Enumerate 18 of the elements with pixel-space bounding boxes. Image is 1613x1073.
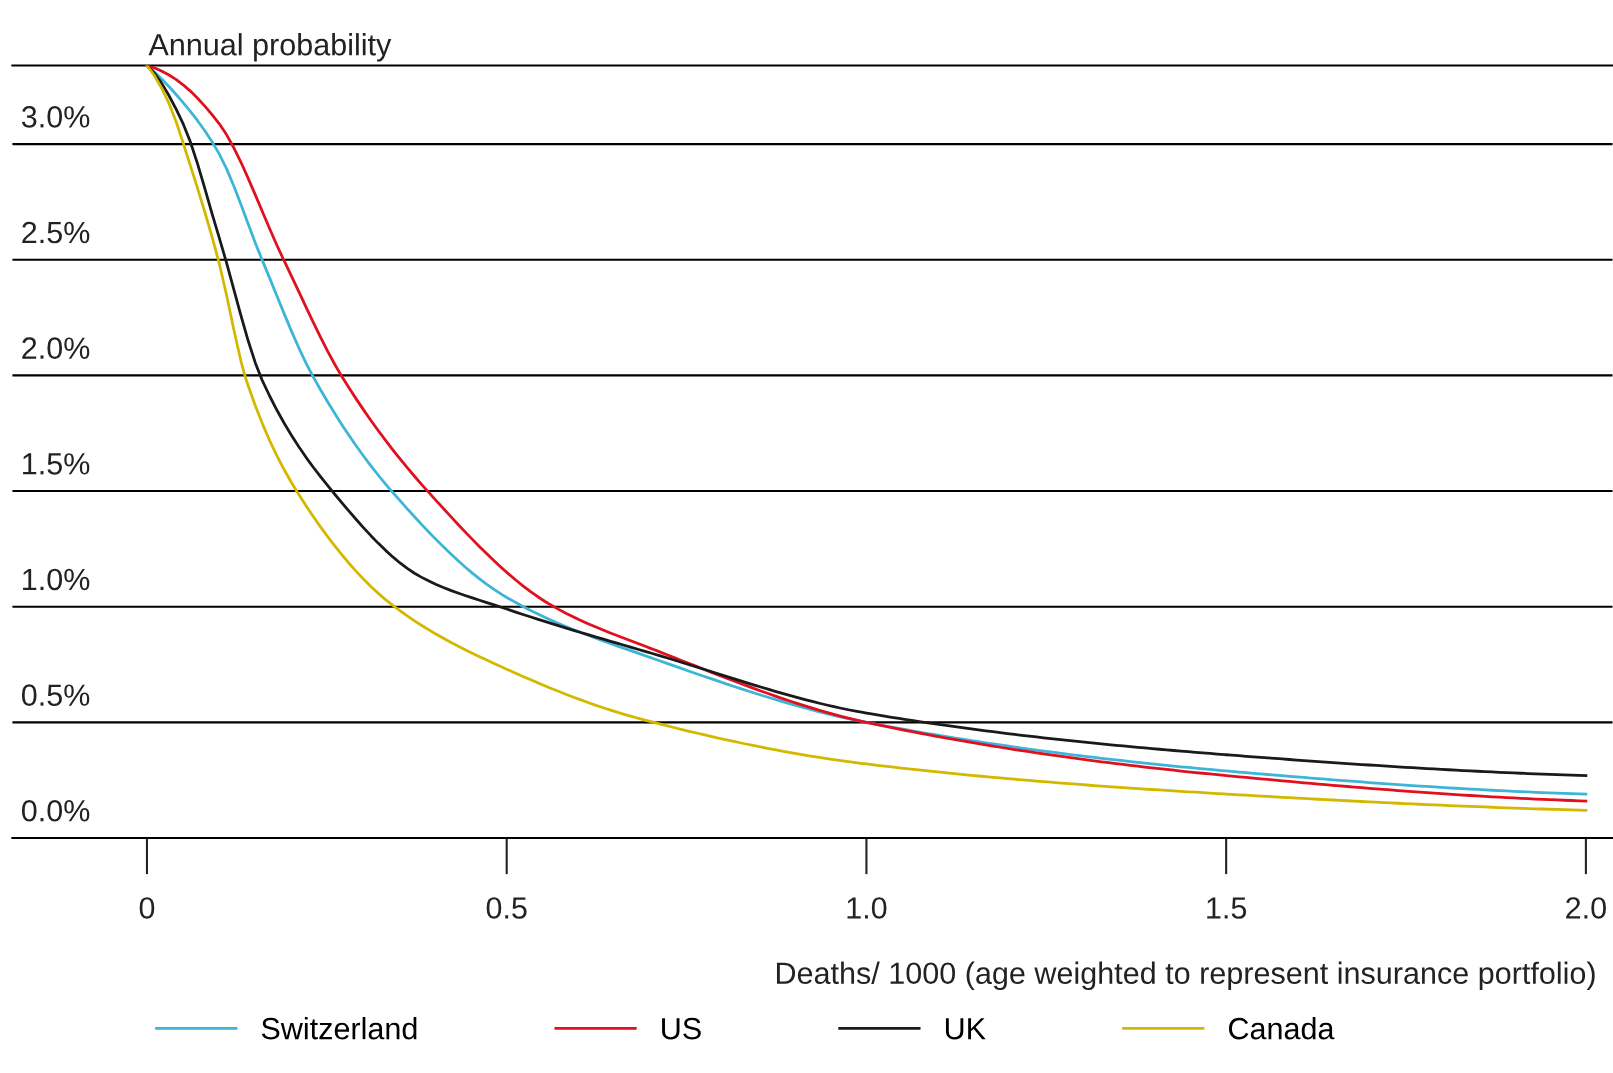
y-axis-title: Annual probability — [148, 33, 392, 62]
legend-label: UK — [945, 1018, 986, 1040]
y-tick-label: 0.5% — [21, 684, 90, 706]
y-tick-label: 2.0% — [22, 337, 90, 359]
x-tick-label: 2.0 — [1566, 897, 1606, 919]
legend-label: Canada — [1228, 1017, 1335, 1040]
x-tick-label: 0 — [139, 897, 155, 919]
y-tick-label: 2.5% — [22, 221, 90, 244]
y-tick-label: 0.0% — [21, 799, 90, 822]
x-tick-label: 1.5 — [1207, 897, 1247, 919]
x-tick-label: 1.0 — [847, 897, 887, 919]
y-tick-label: 3.0% — [21, 106, 90, 128]
y-tick-label: 1.5% — [23, 453, 90, 475]
legend-label: US — [662, 1017, 701, 1040]
y-tick-label: 1.0% — [23, 568, 90, 591]
x-tick-label: 0.5 — [486, 897, 527, 919]
legend-label: Switzerland — [261, 1017, 417, 1040]
x-axis-title: Deaths/ 1000 (age weighted to represent insurance portfolio) — [776, 961, 1595, 991]
